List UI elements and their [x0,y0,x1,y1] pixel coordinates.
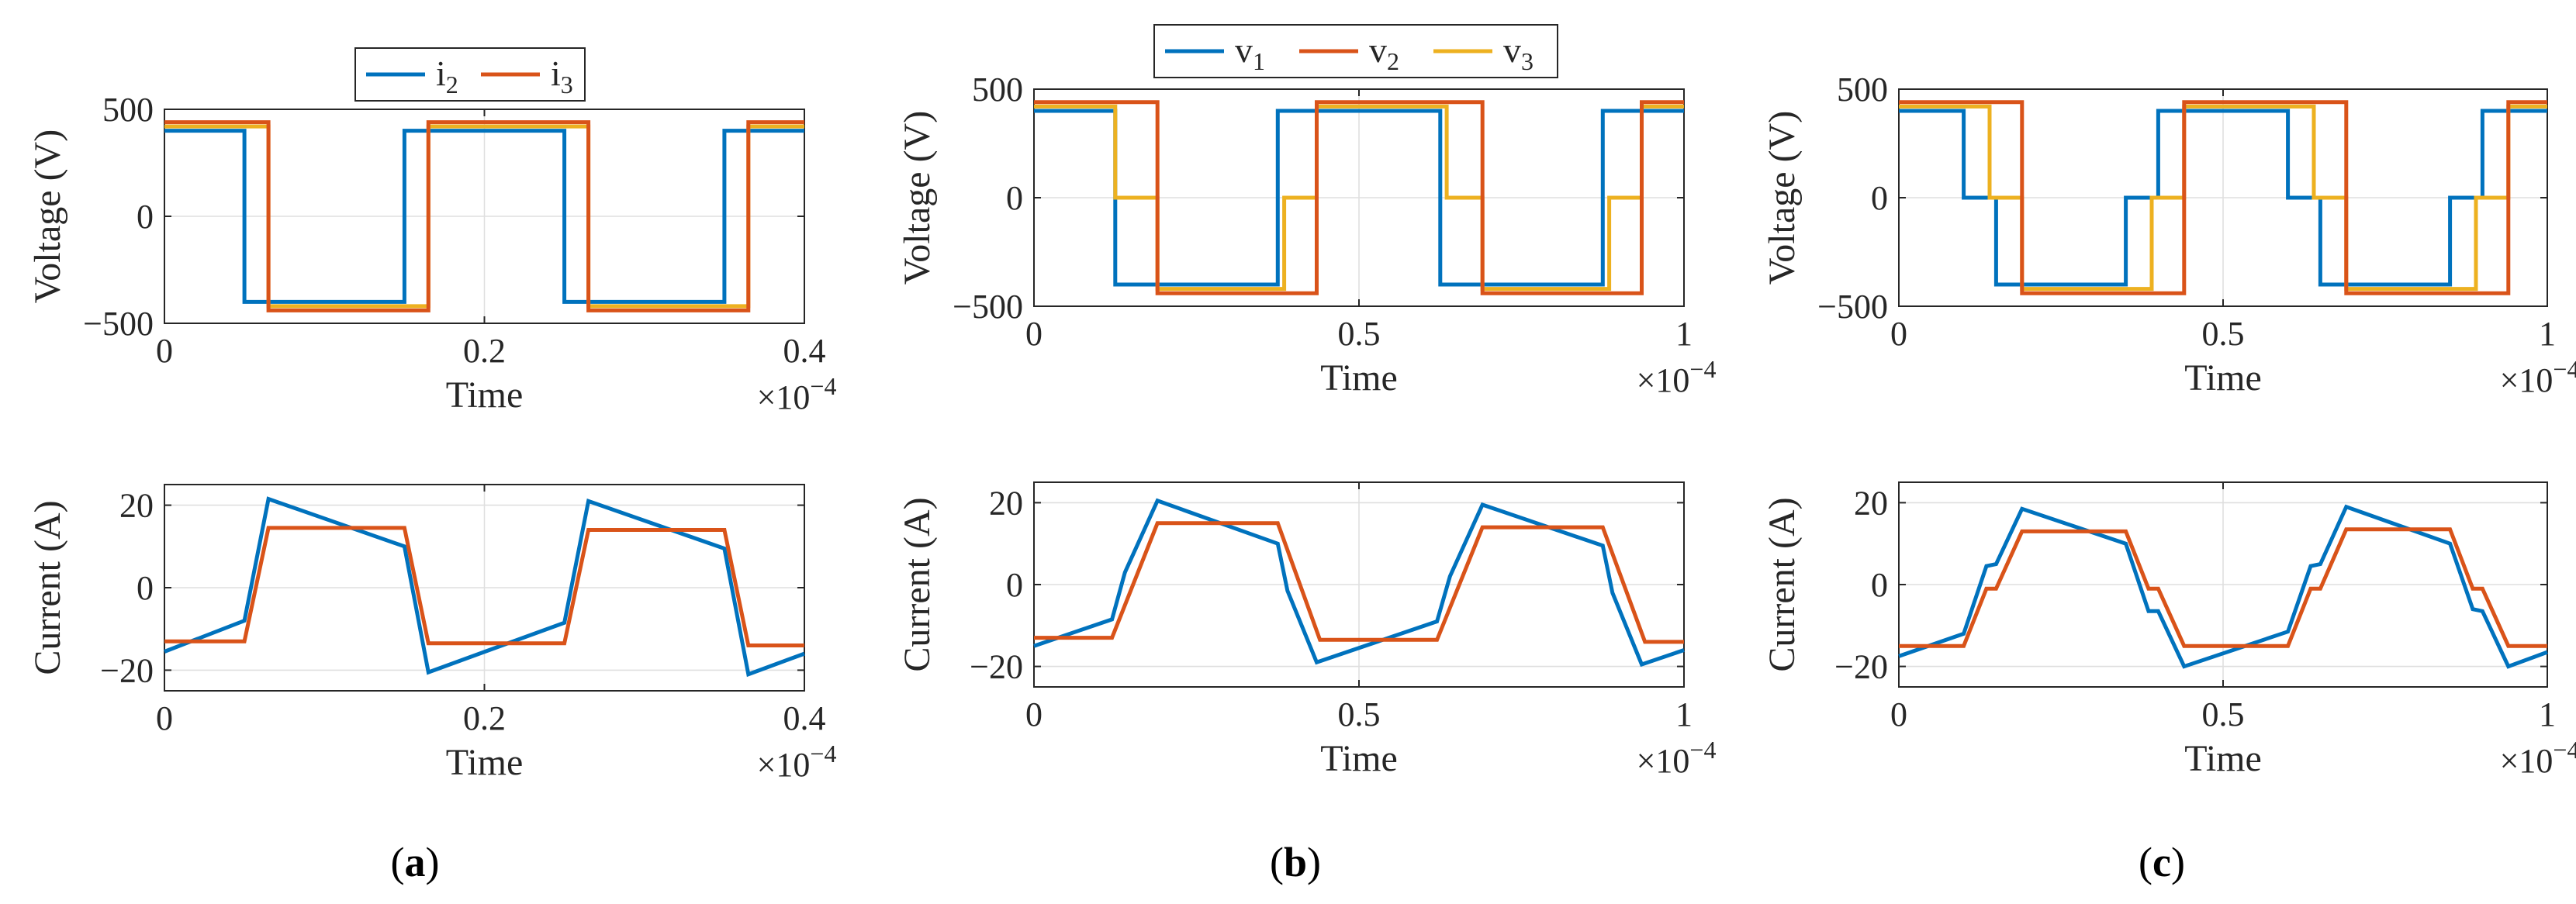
panel-b-legend-entry-1: v1 [1235,30,1265,75]
panel-b-legend: v1 v2 v3 [1153,24,1558,78]
panel-b-current-y-tick-label: −20 [970,648,1023,686]
panel-a-voltage-x-axis-label: Time [446,374,524,416]
panel-a-current-series-1-line [164,496,805,678]
panel-c-current-x-tick-label: 0 [1890,695,1907,733]
panel-b-voltage-x-multiplier: ×10−4 [1637,355,1717,399]
panel-a-current-x-tick-label: 0.4 [783,699,826,737]
panel-b-current-x-multiplier-base: ×10 [1637,742,1690,780]
panel-c-current-x-tick-label: 1 [2539,695,2556,733]
panel-c-current-y-tick-label: 20 [1854,484,1888,522]
panel-b-current-series-2-line [1034,521,1684,644]
panel-c-current-y-tick-label: 0 [1871,566,1888,604]
panel-a-current-y-axis-label: Current (A) [27,500,68,675]
panel-a-voltage-x-tick-label: 0 [156,332,173,370]
panel-b-current-x-tick-label: 0 [1025,695,1043,733]
panel-a-current-x-multiplier-base: ×10 [757,746,811,784]
panel-a-current-x-axis-label: Time [446,742,524,783]
panel-c-voltage-x-tick-label: 0.5 [2202,315,2245,353]
panel-a-legend: i2 i3 [354,47,586,102]
panel-a-current-series-2-line [164,526,804,647]
panel-a-voltage-x-tick-label: 0.4 [783,332,826,370]
panel-c-voltage-y-tick-label: 0 [1871,179,1888,217]
panel-a-voltage-y-tick-label: 500 [102,91,154,129]
panel-c-current-x-multiplier: ×10−4 [2500,736,2576,780]
panel-a-voltage-y-tick-label: −500 [83,305,154,343]
panel-b-voltage-x-tick-label: 1 [1675,315,1693,353]
panel-a-current-x-tick-label: 0.2 [463,699,506,737]
panel-a-current-y-tick-label: 20 [119,487,154,525]
panel-a-voltage-x-tick-label: 0.2 [463,332,506,370]
panel-b-voltage-y-tick-label: −500 [953,288,1023,326]
panel-a-legend-entry-2: i3 [551,53,573,98]
panel-b-legend-entry-3: v3 [1503,30,1533,75]
panel-a-voltage-series-3-line [164,120,804,312]
panel-c-voltage-x-multiplier-base: ×10 [2500,361,2554,399]
panel-b-current-x-axis-label: Time [1320,738,1398,779]
panel-c-voltage-x-multiplier: ×10−4 [2500,355,2576,399]
panel-b-voltage-series-2-line [1034,104,1684,292]
panel-a-voltage-x-multiplier: ×10−4 [757,372,837,416]
panel-b-legend-entry-2: v2 [1369,30,1399,75]
panel-b-current-y-axis-label: Current (A) [897,497,938,671]
panel-b-caption: (b) [1270,839,1321,885]
panel-c-current-x-multiplier-base: ×10 [2500,742,2554,780]
panel-a-caption: (a) [391,839,440,885]
panel-b-current-x-multiplier-exponent: −4 [1689,736,1716,764]
panel-a-voltage-x-multiplier-exponent: −4 [810,372,836,400]
panel-c-voltage-x-multiplier-exponent: −4 [2553,355,2576,383]
panel-a-voltage-y-axis-label: Voltage (V) [27,129,68,303]
panel-a-voltage-series-1-line [164,129,804,304]
panel-c-caption: (c) [2139,839,2185,885]
panel-a-legend-entry-1: i2 [436,53,458,98]
panel-b-voltage-series-3-line [1034,100,1684,295]
panel-c-voltage-x-axis-label: Time [2184,357,2262,399]
panel-c-current-y-axis-label: Current (A) [1762,497,1803,671]
panel-a-legend-box [354,47,586,102]
panel-a-current-y-tick-label: −20 [100,651,154,689]
panel-a-voltage-y-tick-label: 0 [137,198,154,236]
panel-c-voltage-series-3-line [1899,100,2547,295]
panel-b-current-y-tick-label: 0 [1006,566,1023,604]
panel-b-voltage-y-tick-label: 500 [972,71,1023,109]
panel-c-voltage-x-tick-label: 0 [1890,315,1907,353]
panel-c-voltage-y-tick-label: 500 [1837,71,1888,109]
panel-c-voltage-series-2-line [1899,104,2547,292]
panel-c-current-x-tick-label: 0.5 [2202,695,2245,733]
panel-a-current-x-multiplier: ×10−4 [757,740,837,784]
panel-c-voltage-y-axis-label: Voltage (V) [1762,111,1803,285]
panel-b-voltage-x-axis-label: Time [1320,357,1398,399]
panel-c-current-x-axis-label: Time [2184,738,2262,779]
panel-b-current-x-tick-label: 0.5 [1338,695,1381,733]
panel-b-voltage-y-tick-label: 0 [1006,179,1023,217]
panel-b-voltage-x-multiplier-exponent: −4 [1689,355,1716,383]
panel-b-voltage-x-tick-label: 0 [1025,315,1043,353]
panel-a-current-x-tick-label: 0 [156,699,173,737]
panel-c-current-y-tick-label: −20 [1834,648,1888,686]
panel-b-voltage-y-axis-label: Voltage (V) [897,111,938,285]
panel-b-current-series-1-line [1033,498,1685,668]
panel-c-current-series-2-line [1899,527,2547,648]
panel-c-current-x-multiplier-exponent: −4 [2553,736,2576,764]
panel-b-current-y-tick-label: 20 [989,484,1023,522]
panel-b-voltage-x-tick-label: 0.5 [1338,315,1381,353]
panel-a-current-x-multiplier-exponent: −4 [810,740,836,768]
panel-b-current-x-multiplier: ×10−4 [1637,736,1717,780]
panel-c-current-series-1-line [1898,504,2548,669]
panel-a-voltage-x-multiplier-base: ×10 [757,378,811,416]
panel-c-voltage-y-tick-label: −500 [1817,288,1888,326]
panel-b-voltage-x-multiplier-base: ×10 [1637,361,1690,399]
panel-a-current-y-tick-label: 0 [137,569,154,607]
panel-c-voltage-x-tick-label: 1 [2539,315,2556,353]
panel-b-current-x-tick-label: 1 [1675,695,1693,733]
